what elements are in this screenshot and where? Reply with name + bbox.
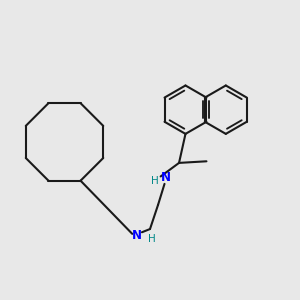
Text: H: H [151,176,159,186]
Text: H: H [148,234,155,244]
Text: N: N [161,171,171,184]
Text: N: N [132,229,142,242]
